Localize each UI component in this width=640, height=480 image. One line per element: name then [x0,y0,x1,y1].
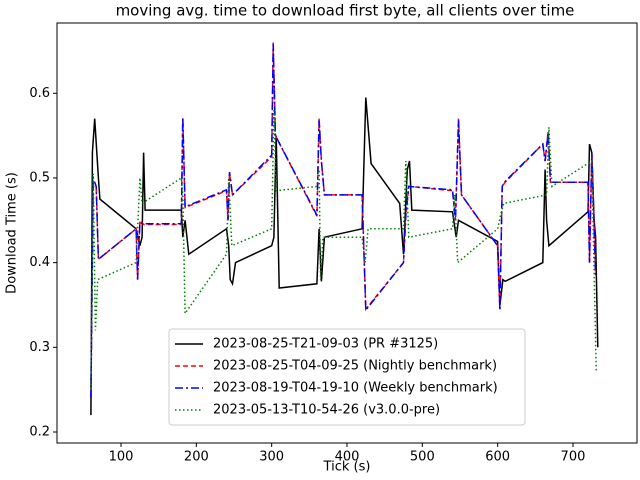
x-tick-label: 400 [335,450,360,465]
y-axis-label: Download Time (s) [5,172,20,294]
series-line [90,97,599,416]
series-line [90,110,598,390]
plot-frame [56,22,638,444]
x-tick-label: 600 [485,450,510,465]
chart-title: moving avg. time to download first byte,… [116,2,575,20]
y-tick-label: 0.4 [29,255,50,270]
legend-label: 2023-08-25-T21-09-03 (PR #3125) [213,337,438,352]
x-tick-label: 300 [259,450,284,465]
x-tick-label: 700 [561,450,586,465]
x-axis-label: Tick (s) [323,460,371,475]
x-tick-label: 200 [184,450,209,465]
legend-label: 2023-08-19-T04-19-10 (Weekly benchmark) [213,381,498,396]
y-tick-label: 0.2 [29,424,50,439]
legend-label: 2023-05-13-T10-54-26 (v3.0.0-pre) [213,403,440,418]
series-line [90,44,597,399]
x-tick-label: 500 [410,450,435,465]
plot-area [90,42,599,416]
y-tick-label: 0.5 [29,170,50,185]
legend-box [168,328,526,426]
y-tick-label: 0.6 [29,86,50,101]
x-tick-label: 100 [109,450,134,465]
y-tick-label: 0.3 [29,340,50,355]
legend-label: 2023-08-25-T04-09-25 (Nightly benchmark) [213,359,497,374]
